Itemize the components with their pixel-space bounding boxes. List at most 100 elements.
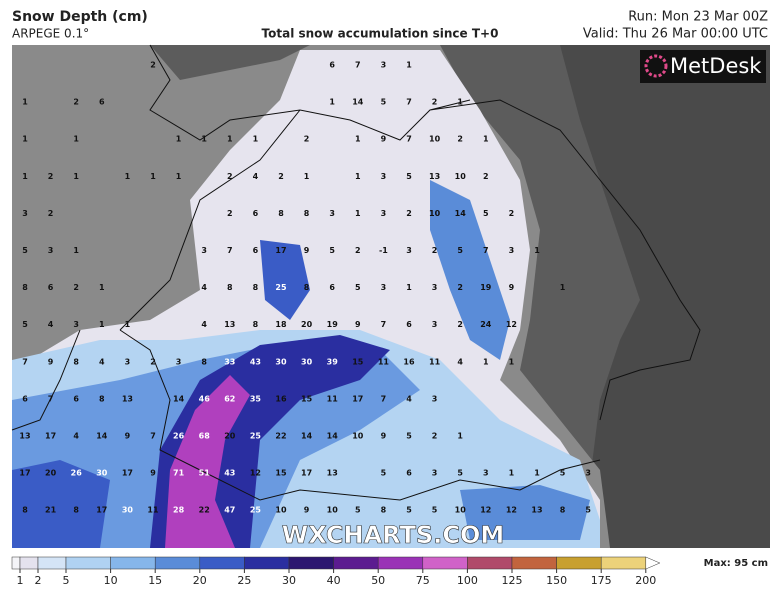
- colorbar-segment: [199, 556, 245, 570]
- logo-box: [640, 50, 766, 83]
- grid-value: 1: [457, 98, 463, 107]
- colorbar-label: 2: [35, 574, 42, 587]
- grid-value: 8: [304, 283, 310, 292]
- colorbar-segment: [244, 556, 290, 570]
- grid-value: 71: [173, 469, 185, 478]
- grid-value: 7: [227, 246, 233, 255]
- grid-value: 14: [96, 432, 108, 441]
- grid-value: 6: [329, 61, 335, 70]
- grid-value: 1: [253, 135, 259, 144]
- grid-value: 10: [429, 209, 441, 218]
- grid-value: 1: [534, 469, 540, 478]
- grid-value: 30: [122, 506, 134, 515]
- grid-value: 14: [173, 394, 185, 403]
- colorbar-label: 1: [17, 574, 24, 587]
- grid-value: 9: [150, 469, 156, 478]
- grid-value: 1: [534, 246, 540, 255]
- colorbar-segment: [154, 556, 201, 570]
- grid-value: 17: [275, 246, 286, 255]
- grid-value: 11: [327, 394, 339, 403]
- grid-value: 15: [301, 394, 313, 403]
- grid-value: 6: [99, 98, 105, 107]
- grid-value: 4: [457, 357, 463, 366]
- grid-value: 11: [429, 357, 441, 366]
- colorbar-segment: [600, 556, 647, 570]
- grid-value: 39: [327, 357, 339, 366]
- grid-value: 8: [201, 357, 207, 366]
- grid-value: 3: [509, 246, 515, 255]
- grid-value: 20: [224, 432, 236, 441]
- grid-value: 28: [173, 506, 185, 515]
- grid-value: 5: [483, 209, 489, 218]
- grid-value: 5: [22, 246, 28, 255]
- grid-value: 3: [432, 320, 438, 329]
- grid-value: 8: [73, 506, 79, 515]
- grid-value: 1: [457, 432, 463, 441]
- grid-value: 5: [355, 506, 361, 515]
- colorbar-segment: [37, 556, 67, 570]
- grid-value: 3: [381, 61, 387, 70]
- colorbar-label: 5: [63, 574, 70, 587]
- grid-value: 6: [406, 320, 412, 329]
- grid-value: 5: [406, 172, 412, 181]
- grid-value: 9: [381, 135, 387, 144]
- colorbar-segment: [65, 556, 111, 570]
- grid-value: 47: [224, 506, 235, 515]
- grid-value: 3: [22, 209, 28, 218]
- grid-value: 2: [483, 172, 489, 181]
- grid-value: 5: [457, 246, 463, 255]
- grid-value: 1: [125, 320, 131, 329]
- grid-value: 5: [406, 432, 412, 441]
- grid-value: 1: [509, 357, 515, 366]
- grid-value: 1: [355, 135, 361, 144]
- colorbar-segment: [288, 556, 334, 570]
- grid-value: 25: [250, 432, 262, 441]
- grid-value: 3: [432, 394, 438, 403]
- grid-value: 22: [275, 432, 286, 441]
- colorbar-label: 50: [371, 574, 385, 587]
- colorbar: 1 2 5 10 15 20 25 30 40 50 75 100 125 150 175 200: [11, 556, 661, 587]
- grid-value: 20: [301, 320, 313, 329]
- logo: MetDesk: [670, 54, 762, 78]
- grid-value: 7: [381, 320, 387, 329]
- grid-value: 6: [22, 394, 28, 403]
- grid-value: 3: [201, 246, 207, 255]
- grid-value: 7: [406, 98, 412, 107]
- grid-value: 17: [96, 506, 107, 515]
- colorbar-label: 125: [502, 574, 523, 587]
- grid-value: 1: [125, 172, 131, 181]
- grid-value: 2: [432, 432, 438, 441]
- grid-value: 1: [483, 357, 489, 366]
- grid-value: 7: [381, 394, 387, 403]
- grid-value: 2: [457, 320, 463, 329]
- grid-value: 17: [122, 469, 133, 478]
- grid-value: 9: [509, 283, 515, 292]
- grid-value: 5: [329, 246, 335, 255]
- grid-value: 8: [99, 394, 105, 403]
- grid-value: 2: [48, 172, 54, 181]
- grid-value: 25: [250, 506, 262, 515]
- grid-value: 3: [406, 246, 412, 255]
- grid-value: 2: [457, 283, 463, 292]
- grid-value: 1: [406, 283, 412, 292]
- grid-value: 7: [22, 357, 28, 366]
- value-grid: 2 6 7 3 11 2 6 1 14 5 7 2 11 1 1 1 1 1 2 1 9 7 10 2 11 2 1 1 1 1 2 4 2 1 1…: [19, 61, 591, 515]
- grid-value: 7: [355, 61, 361, 70]
- grid-value: 9: [48, 357, 54, 366]
- grid-value: 1: [355, 209, 361, 218]
- grid-value: 1: [99, 320, 105, 329]
- grid-value: 8: [253, 283, 259, 292]
- colorbar-label: 15: [148, 574, 162, 587]
- grid-value: 19: [327, 320, 339, 329]
- grid-value: 5: [406, 506, 412, 515]
- grid-value: 10: [455, 506, 467, 515]
- grid-value: 43: [224, 469, 235, 478]
- snow-50: [165, 375, 250, 548]
- grid-value: 3: [329, 209, 335, 218]
- grid-value: 10: [455, 172, 467, 181]
- grid-value: 3: [432, 469, 438, 478]
- grid-value: 5: [22, 320, 28, 329]
- grid-value: 30: [301, 357, 313, 366]
- grid-value: 16: [275, 394, 287, 403]
- grid-value: 4: [201, 320, 207, 329]
